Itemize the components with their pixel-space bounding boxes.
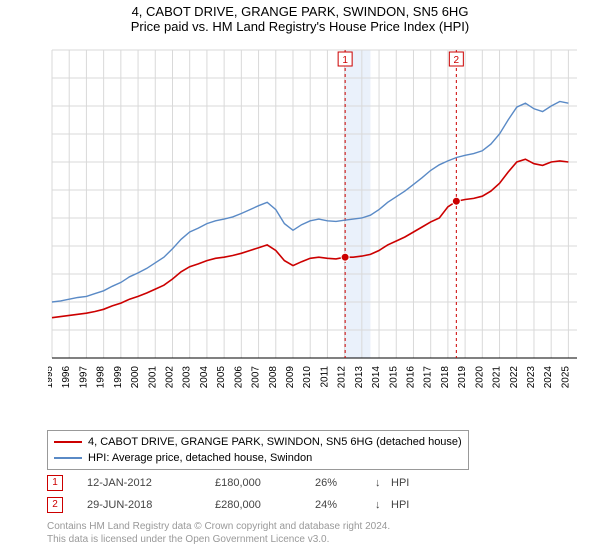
svg-text:2009: 2009 <box>285 366 296 389</box>
svg-text:2008: 2008 <box>268 366 279 389</box>
event-marker-1: 1 <box>47 475 63 491</box>
event-marker-2: 2 <box>47 497 63 513</box>
svg-text:1997: 1997 <box>78 366 89 389</box>
event-pct: 24% <box>315 499 375 511</box>
event-row: 1 12-JAN-2012 £180,000 26% ↓ HPI <box>47 472 409 494</box>
event-vs: HPI <box>391 477 409 489</box>
svg-text:1996: 1996 <box>61 366 72 389</box>
svg-text:2011: 2011 <box>319 366 330 388</box>
svg-text:2025: 2025 <box>560 366 571 389</box>
svg-text:2000: 2000 <box>130 366 141 389</box>
svg-text:2002: 2002 <box>164 366 175 389</box>
chart-area: £0£50K£100K£150K£200K£250K£300K£350K£400… <box>48 44 583 404</box>
event-price: £180,000 <box>215 477 315 489</box>
legend-row: 4, CABOT DRIVE, GRANGE PARK, SWINDON, SN… <box>54 434 462 450</box>
svg-text:2001: 2001 <box>147 366 158 389</box>
svg-text:2015: 2015 <box>388 366 399 389</box>
legend-swatch-hpi <box>54 457 82 459</box>
event-row: 2 29-JUN-2018 £280,000 24% ↓ HPI <box>47 494 409 516</box>
title-line1: 4, CABOT DRIVE, GRANGE PARK, SWINDON, SN… <box>0 4 600 19</box>
svg-text:2019: 2019 <box>457 366 468 389</box>
svg-text:2017: 2017 <box>423 366 434 389</box>
legend-label-hpi: HPI: Average price, detached house, Swin… <box>88 452 312 464</box>
svg-text:2: 2 <box>454 55 460 66</box>
event-vs: HPI <box>391 499 409 511</box>
svg-text:2006: 2006 <box>233 366 244 389</box>
svg-text:2022: 2022 <box>509 366 520 389</box>
svg-text:2007: 2007 <box>251 366 262 389</box>
down-arrow-icon: ↓ <box>375 477 391 489</box>
svg-text:1998: 1998 <box>96 366 107 389</box>
title-line2: Price paid vs. HM Land Registry's House … <box>0 19 600 34</box>
legend-row: HPI: Average price, detached house, Swin… <box>54 450 462 466</box>
svg-text:1995: 1995 <box>48 366 55 389</box>
event-price: £280,000 <box>215 499 315 511</box>
svg-text:1: 1 <box>342 55 348 66</box>
footer-attribution: Contains HM Land Registry data © Crown c… <box>47 520 390 546</box>
svg-text:1999: 1999 <box>113 366 124 389</box>
chart-title-block: 4, CABOT DRIVE, GRANGE PARK, SWINDON, SN… <box>0 0 600 34</box>
svg-text:2014: 2014 <box>371 366 382 389</box>
legend-label-property: 4, CABOT DRIVE, GRANGE PARK, SWINDON, SN… <box>88 436 462 448</box>
svg-text:2020: 2020 <box>474 366 485 389</box>
svg-text:2003: 2003 <box>182 366 193 389</box>
legend-box: 4, CABOT DRIVE, GRANGE PARK, SWINDON, SN… <box>47 430 469 470</box>
events-table: 1 12-JAN-2012 £180,000 26% ↓ HPI 2 29-JU… <box>47 472 409 516</box>
svg-text:2010: 2010 <box>302 366 313 389</box>
event-pct: 26% <box>315 477 375 489</box>
svg-text:2018: 2018 <box>440 366 451 389</box>
footer-line2: This data is licensed under the Open Gov… <box>47 533 390 546</box>
svg-text:2016: 2016 <box>405 366 416 389</box>
svg-text:2024: 2024 <box>543 366 554 389</box>
footer-line1: Contains HM Land Registry data © Crown c… <box>47 520 390 533</box>
svg-text:2005: 2005 <box>216 366 227 389</box>
svg-text:2023: 2023 <box>526 366 537 389</box>
svg-text:2013: 2013 <box>354 366 365 389</box>
event-date: 12-JAN-2012 <box>87 477 215 489</box>
event-date: 29-JUN-2018 <box>87 499 215 511</box>
svg-text:2012: 2012 <box>337 366 348 389</box>
down-arrow-icon: ↓ <box>375 499 391 511</box>
svg-text:2021: 2021 <box>492 366 503 389</box>
legend-swatch-property <box>54 441 82 443</box>
chart-svg: £0£50K£100K£150K£200K£250K£300K£350K£400… <box>48 44 583 404</box>
svg-text:2004: 2004 <box>199 366 210 389</box>
